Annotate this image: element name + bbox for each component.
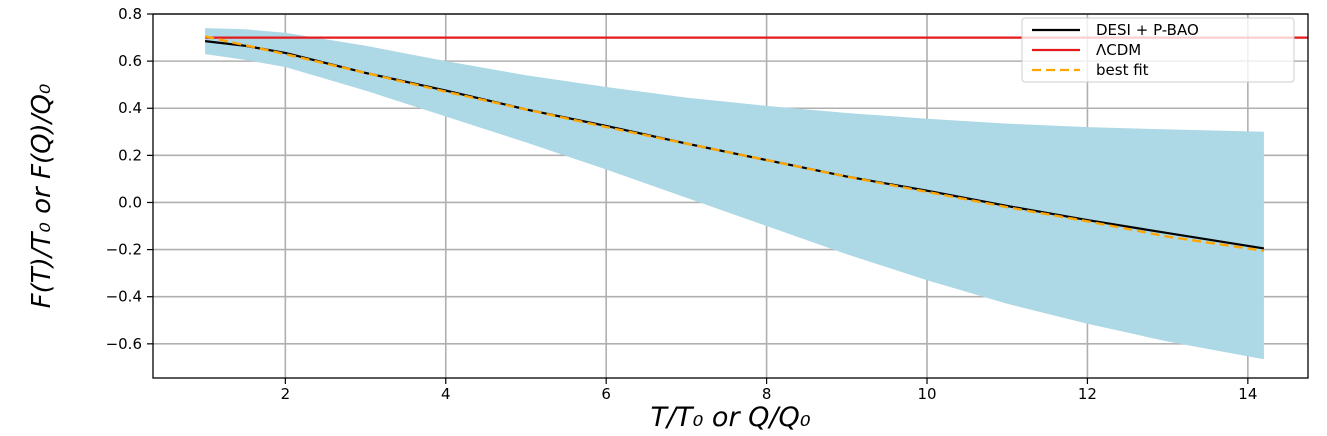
y-axis-label: F(T)/T₀ or F(Q)/Q₀ xyxy=(27,83,57,308)
y-tick-label: 0.6 xyxy=(118,52,142,70)
x-tick-label: 4 xyxy=(441,385,451,403)
x-tick-label: 14 xyxy=(1238,385,1257,403)
x-tick-label: 6 xyxy=(601,385,611,403)
plot-frame xyxy=(152,13,1309,379)
uncertainty-band xyxy=(205,28,1264,360)
y-tick-label: −0.4 xyxy=(106,288,142,306)
axis-ticks: 2 4 6 8 10 12 14 0.8 0.6 0.4 0.2 0.0 −0.2 −0.4 −0.6 xyxy=(106,5,1258,403)
legend: DESI + P-BAO ΛCDM best fit xyxy=(1021,17,1295,83)
y-tick-label: 0.8 xyxy=(118,5,142,23)
series-line-2 xyxy=(204,35,1265,252)
y-tick-label: 0.2 xyxy=(118,146,142,164)
legend-box xyxy=(1021,17,1295,83)
y-tick-label: −0.2 xyxy=(106,241,142,259)
confidence-band xyxy=(205,28,1264,360)
x-axis-label: T/T₀ or Q/Q₀ xyxy=(650,402,810,433)
y-tick-label: −0.6 xyxy=(106,335,142,353)
x-tick-label: 2 xyxy=(281,385,291,403)
legend-label-2: best fit xyxy=(1096,61,1149,79)
legend-label-1: ΛCDM xyxy=(1096,41,1141,59)
x-tick-label: 10 xyxy=(917,385,936,403)
legend-label-0: DESI + P-BAO xyxy=(1096,21,1199,39)
x-tick-label: 8 xyxy=(762,385,772,403)
y-tick-label: 0.0 xyxy=(118,193,142,211)
y-tick-label: 0.4 xyxy=(118,99,142,117)
x-tick-label: 12 xyxy=(1078,385,1097,403)
